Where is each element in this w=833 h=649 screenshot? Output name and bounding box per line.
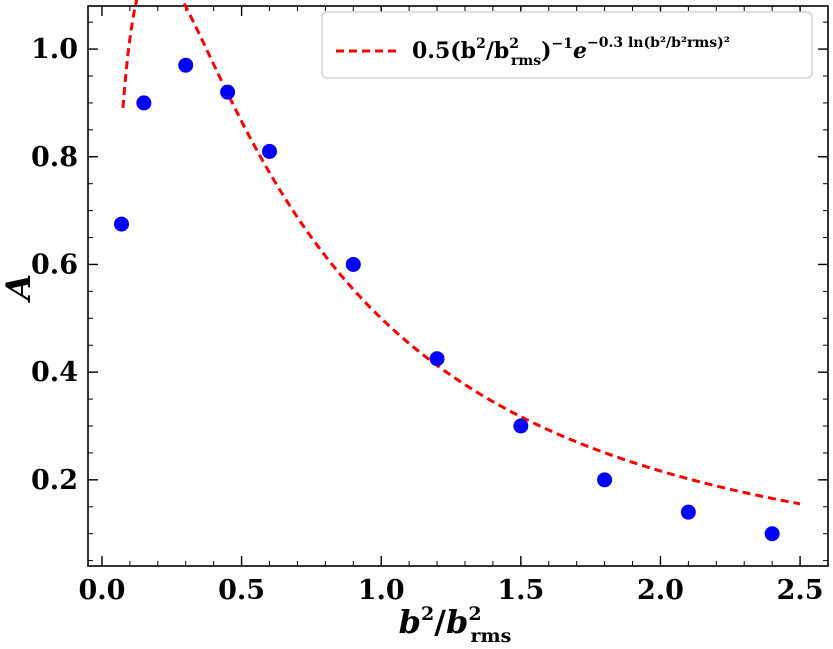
y-tick-label: 0.6 [31, 249, 78, 280]
x-tick-label: 1.5 [497, 575, 544, 606]
data-point [136, 95, 152, 111]
x-tick-label: 0.0 [78, 575, 125, 606]
data-point [345, 256, 361, 272]
x-axis-label: b2/b2 rms [399, 603, 512, 647]
x-tick-label: 1.0 [358, 575, 405, 606]
fit-curve-line [121, 0, 801, 506]
y-axis-label: A [0, 274, 39, 303]
data-point [178, 57, 194, 73]
data-point [429, 351, 445, 367]
legend-box [321, 11, 813, 79]
data-point [597, 472, 613, 488]
data-point [220, 84, 236, 100]
legend: 0.5(b2/b2 rms)−1e−0.3 ln(b²/b²rms)² [321, 11, 813, 79]
x-tick-label: 2.5 [777, 575, 824, 606]
y-axis-ticks: 0.2 0.4 0.6 0.8 1.0 [31, 21, 828, 562]
fit-curve [121, 0, 801, 506]
y-tick-label: 0.2 [31, 465, 78, 496]
y-tick-label: 0.4 [31, 357, 78, 388]
data-point [513, 418, 529, 434]
legend-label: 0.5(b2/b2 rms)−1e−0.3 ln(b²/b²rms)² [412, 35, 730, 69]
data-point [680, 504, 696, 520]
data-point [764, 526, 780, 542]
plot-frame [87, 5, 829, 567]
y-tick-label: 0.8 [31, 142, 78, 173]
data-point [114, 216, 130, 232]
data-point [262, 143, 278, 159]
x-axis-ticks: 0.0 0.5 1.0 1.5 2.0 2.5 [78, 6, 829, 606]
x-tick-label: 0.5 [218, 575, 265, 606]
x-tick-label: 2.0 [637, 575, 684, 606]
plot-border [87, 5, 829, 567]
data-points [114, 57, 780, 542]
y-tick-label: 1.0 [31, 34, 78, 65]
